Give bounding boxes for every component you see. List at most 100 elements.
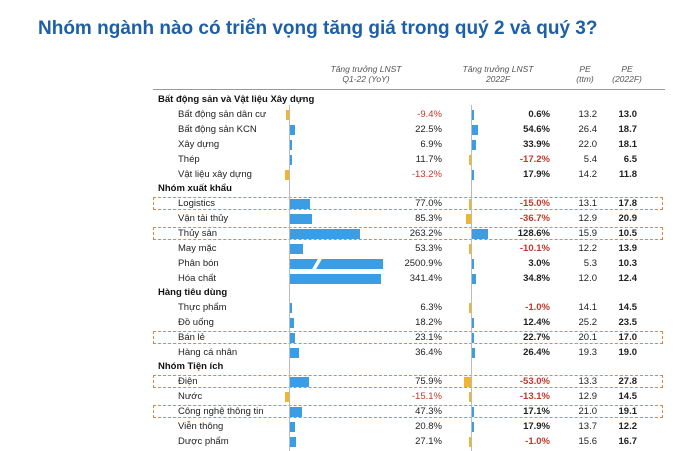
industry-label: Vận tải thủy bbox=[178, 212, 229, 224]
growth-q1-value: 27.1% bbox=[415, 435, 442, 447]
pe-ttm-value: 15.9 bbox=[578, 227, 598, 239]
pe-2022f-value: 10.5 bbox=[618, 227, 638, 239]
pe-2022f-value: 18.7 bbox=[618, 123, 638, 135]
growth-2022f-bar bbox=[468, 154, 471, 165]
pe-ttm-value: 22.0 bbox=[578, 138, 598, 150]
axis-break-mark bbox=[310, 256, 324, 271]
industry-label: Hóa chất bbox=[178, 273, 217, 284]
header-growth-q1-line1: Tăng trưởng LNST bbox=[330, 64, 402, 74]
growth-2022f-value: 128.6% bbox=[517, 227, 550, 239]
page-title: Nhóm ngành nào có triển vọng tăng giá tr… bbox=[38, 18, 598, 39]
growth-2022f-value: 22.7% bbox=[523, 331, 550, 343]
header-pe-2022f: PE (2022F) bbox=[605, 64, 649, 84]
pe-2022f-value: 17.0 bbox=[618, 331, 638, 343]
growth-q1-value: -9.4% bbox=[417, 108, 442, 120]
industry-label: Logistics bbox=[178, 197, 215, 209]
industry-label: Công nghệ thông tin bbox=[178, 405, 264, 417]
growth-q1-value: 22.5% bbox=[415, 123, 442, 135]
growth-2022f-value: 17.9% bbox=[523, 420, 550, 432]
pe-2022f-value: 16.7 bbox=[618, 435, 638, 447]
pe-ttm-value: 25.2 bbox=[578, 316, 598, 328]
pe-2022f-value: 13.0 bbox=[618, 108, 638, 120]
growth-2022f-value: -10.1% bbox=[519, 242, 550, 254]
growth-q1-bar bbox=[284, 391, 289, 402]
pe-2022f-value: 27.8 bbox=[618, 375, 638, 387]
growth-q1-value: 36.4% bbox=[415, 346, 442, 358]
header-divider bbox=[153, 89, 665, 90]
growth-2022f-bar bbox=[471, 347, 475, 358]
industry-label: Bất động sản KCN bbox=[178, 123, 257, 135]
pe-ttm-value: 5.3 bbox=[583, 257, 597, 269]
growth-q1-bar bbox=[289, 139, 292, 150]
growth-2022f-bar bbox=[468, 198, 471, 209]
pe-2022f-value: 6.5 bbox=[623, 153, 637, 165]
pe-2022f-value: 11.8 bbox=[619, 168, 637, 180]
industry-label: Vật liệu xây dựng bbox=[178, 168, 252, 180]
industry-label: Thép bbox=[178, 153, 200, 165]
growth-q1-value: 341.4% bbox=[409, 273, 442, 284]
industry-label: Điện bbox=[178, 375, 198, 387]
pe-ttm-value: 13.7 bbox=[578, 420, 598, 432]
group-title: Nhóm Tiện ích bbox=[158, 361, 224, 372]
growth-q1-bar bbox=[289, 347, 299, 358]
pe-2022f-value: 12.4 bbox=[618, 273, 638, 284]
pe-ttm-value: 12.0 bbox=[578, 273, 598, 284]
growth-2022f-value: 17.9% bbox=[523, 168, 550, 180]
growth-2022f-bar bbox=[468, 302, 471, 313]
group-title: Bất động sản và Vật liệu Xây dựng bbox=[158, 94, 315, 105]
growth-q1-bar bbox=[289, 376, 310, 387]
highlight-box bbox=[153, 405, 663, 419]
pe-2022f-value: 10.3 bbox=[618, 257, 638, 269]
zero-axis bbox=[471, 105, 472, 451]
industry-label: Hàng cá nhân bbox=[178, 346, 238, 358]
growth-2022f-bar bbox=[471, 421, 474, 432]
growth-q1-value: 20.8% bbox=[415, 420, 442, 432]
growth-2022f-value: 33.9% bbox=[523, 138, 550, 150]
growth-q1-value: 23.1% bbox=[415, 331, 442, 343]
growth-q1-value: 75.9% bbox=[415, 375, 442, 387]
growth-q1-bar bbox=[289, 436, 297, 447]
growth-2022f-value: 34.8% bbox=[523, 273, 550, 284]
zero-axis bbox=[289, 105, 290, 451]
growth-2022f-bar bbox=[471, 139, 476, 150]
header-growth-2022f-line1: Tăng trưởng LNST bbox=[462, 64, 534, 74]
header-pe-2022f-line2: (2022F) bbox=[612, 74, 642, 84]
growth-2022f-bar bbox=[471, 169, 474, 180]
growth-2022f-value: 17.1% bbox=[523, 405, 550, 417]
growth-q1-value: 11.7% bbox=[415, 153, 442, 165]
growth-2022f-value: -13.1% bbox=[519, 390, 550, 402]
pe-ttm-value: 12.9 bbox=[578, 390, 598, 402]
growth-2022f-value: 54.6% bbox=[523, 123, 550, 135]
header-growth-2022f: Tăng trưởng LNST 2022F bbox=[450, 64, 546, 84]
growth-q1-bar bbox=[289, 332, 296, 343]
pe-ttm-value: 15.6 bbox=[578, 435, 598, 447]
pe-ttm-value: 13.3 bbox=[578, 375, 598, 387]
industry-label: Đồ uống bbox=[178, 316, 214, 328]
header-growth-q1-line2: Q1-22 (YoY) bbox=[342, 74, 390, 84]
industry-label: Xây dựng bbox=[178, 138, 220, 150]
pe-ttm-value: 21.0 bbox=[578, 405, 598, 417]
growth-q1-value: 2500.9% bbox=[404, 257, 442, 269]
growth-2022f-value: 3.0% bbox=[528, 257, 550, 269]
industry-label: Thực phẩm bbox=[178, 301, 227, 313]
growth-q1-value: 18.2% bbox=[415, 316, 442, 328]
growth-q1-bar bbox=[285, 169, 289, 180]
growth-q1-bar bbox=[289, 406, 302, 417]
growth-2022f-bar bbox=[471, 228, 489, 239]
growth-2022f-bar bbox=[463, 376, 471, 387]
growth-q1-bar bbox=[286, 109, 289, 120]
pe-2022f-value: 13.9 bbox=[618, 242, 638, 254]
growth-q1-value: 77.0% bbox=[415, 197, 442, 209]
growth-2022f-value: 26.4% bbox=[523, 346, 550, 358]
industry-label: Dược phẩm bbox=[178, 435, 229, 447]
growth-2022f-value: -1.0% bbox=[525, 301, 550, 313]
growth-q1-value: -13.2% bbox=[411, 168, 442, 180]
highlight-box bbox=[153, 197, 663, 210]
growth-2022f-bar bbox=[471, 274, 476, 284]
header-pe-ttm-line1: PE bbox=[579, 64, 591, 74]
growth-2022f-value: -53.0% bbox=[519, 375, 550, 387]
pe-2022f-value: 18.1 bbox=[618, 138, 638, 150]
growth-q1-bar bbox=[289, 256, 383, 271]
header-pe-2022f-line1: PE bbox=[621, 64, 633, 74]
growth-q1-value: 85.3% bbox=[415, 212, 442, 224]
